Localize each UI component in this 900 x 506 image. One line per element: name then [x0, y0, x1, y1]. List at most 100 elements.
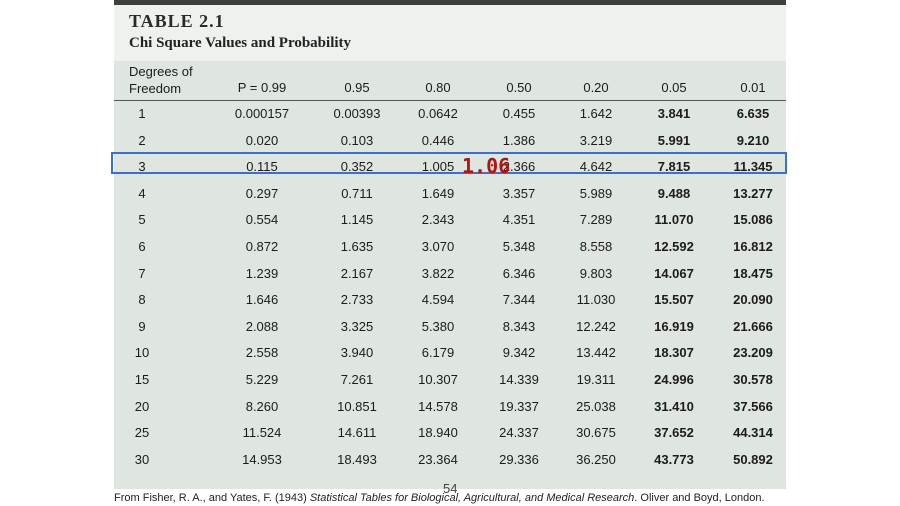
value-cell: 5.380	[421, 318, 455, 334]
value-cell: 6.179	[421, 345, 455, 361]
value-cell: 0.352	[340, 159, 374, 175]
degrees-of-freedom-cell: 7	[138, 265, 146, 281]
top-rule	[114, 0, 786, 5]
value-cell: 24.337	[499, 425, 539, 441]
table-row: 10 2.558 3.940 6.179 9.342 13.442 18.307 23.209	[114, 340, 786, 366]
degrees-of-freedom-cell: 10	[134, 345, 150, 361]
value-cell: 21.666	[733, 318, 773, 334]
header-probability-1: 0.95	[344, 80, 370, 95]
value-cell: 5.991	[657, 132, 691, 148]
value-cell: 9.342	[502, 345, 536, 361]
value-cell: 14.953	[242, 451, 282, 467]
source-citation: From Fisher, R. A., and Yates, F. (1943)…	[114, 492, 765, 504]
header-probability-5: 0.05	[661, 80, 687, 95]
table-row: 8 1.646 2.733 4.594 7.344 11.030 15.507 20.090	[114, 287, 786, 313]
table-row: 4 0.297 0.711 1.649 3.357 5.989 9.488 13.277	[114, 181, 786, 207]
degrees-of-freedom-cell: 2	[138, 132, 146, 148]
value-cell: 16.812	[733, 239, 773, 254]
value-cell: 13.277	[733, 185, 773, 201]
value-cell: 3.219	[579, 132, 613, 148]
value-cell: 4.351	[502, 212, 536, 228]
value-cell: 11.070	[654, 212, 694, 228]
value-cell: 1.646	[245, 292, 279, 308]
degrees-of-freedom-cell: 25	[134, 425, 150, 441]
header-rule	[114, 100, 786, 101]
value-cell: 19.337	[499, 398, 539, 414]
header-probability-0: P = 0.99	[237, 80, 287, 95]
value-cell: 1.649	[421, 185, 455, 201]
value-cell: 31.410	[654, 398, 694, 414]
value-cell: 3.841	[657, 106, 691, 121]
value-cell: 37.566	[733, 398, 773, 414]
value-cell: 8.260	[245, 398, 279, 414]
value-cell: 0.455	[502, 106, 536, 121]
table-row: 5 0.554 1.145 2.343 4.351 7.289 11.070 15.086	[114, 207, 786, 233]
table-title-area: TABLE 2.1 Chi Square Values and Probabil…	[114, 5, 786, 61]
table-row: 25 11.524 14.611 18.940 24.337 30.675 37.652 44…	[114, 420, 786, 446]
value-cell: 1.635	[340, 239, 374, 254]
value-cell: 4.594	[421, 292, 455, 308]
value-cell: 6.346	[502, 265, 536, 281]
value-cell: 8.343	[502, 318, 536, 334]
value-cell: 7.289	[579, 212, 613, 228]
value-cell: 2.343	[421, 212, 455, 228]
value-cell: 2.558	[245, 345, 279, 361]
value-cell: 0.103	[340, 132, 374, 148]
value-cell: 0.020	[245, 132, 279, 148]
value-cell: 15.086	[733, 212, 773, 228]
value-cell: 7.261	[340, 372, 374, 387]
source-prefix: From Fisher, R. A., and Yates, F. (1943)	[114, 492, 310, 504]
degrees-of-freedom-cell: 5	[138, 212, 146, 228]
degrees-of-freedom-cell: 30	[134, 451, 150, 467]
header-probability-2: 0.80	[425, 80, 451, 95]
value-cell: 23.209	[733, 345, 773, 361]
value-cell: 3.357	[502, 185, 536, 201]
value-cell: 0.115	[246, 159, 278, 175]
header-degrees-of-freedom: Degrees of Freedom	[129, 63, 193, 97]
header-dof-line1: Degrees of	[129, 64, 193, 79]
value-cell: 0.0642	[418, 106, 458, 121]
table-caption: Chi Square Values and Probability	[129, 35, 352, 51]
value-cell: 0.872	[245, 239, 279, 254]
header-probability-3: 0.50	[506, 80, 532, 95]
value-cell: 2.366	[502, 159, 536, 175]
annotation-value: 1.06	[462, 154, 511, 178]
header-dof-line2: Freedom	[129, 81, 182, 96]
value-cell: 1.642	[579, 106, 613, 121]
value-cell: 9.210	[736, 132, 770, 148]
degrees-of-freedom-cell: 15	[134, 372, 150, 387]
table-row: 6 0.872 1.635 3.070 5.348 8.558 12.592 16.812	[114, 234, 786, 260]
value-cell: 0.297	[245, 185, 279, 201]
value-cell: 37.652	[654, 425, 694, 441]
value-cell: 3.325	[340, 318, 374, 334]
value-cell: 9.488	[657, 185, 691, 201]
value-cell: 12.592	[654, 239, 694, 254]
value-cell: 3.822	[421, 265, 455, 281]
value-cell: 19.311	[576, 372, 616, 387]
table-row: 9 2.088 3.325 5.380 8.343 12.242 16.919 21.666	[114, 314, 786, 340]
value-cell: 23.364	[418, 451, 458, 467]
value-cell: 25.038	[576, 398, 616, 414]
degrees-of-freedom-cell: 20	[134, 398, 150, 414]
value-cell: 50.892	[733, 451, 773, 467]
value-cell: 0.711	[341, 185, 373, 201]
value-cell: 6.635	[736, 106, 770, 121]
table-row: 1 0.000157 0.00393 0.0642 0.455 1.642 3.841 6.6…	[114, 101, 786, 127]
value-cell: 11.345	[733, 159, 773, 175]
value-cell: 12.242	[576, 318, 616, 334]
value-cell: 3.940	[340, 345, 374, 361]
table-row: 30 14.953 18.493 23.364 29.336 36.250 43.773 50…	[114, 447, 786, 473]
table-number: TABLE 2.1	[129, 11, 225, 31]
value-cell: 24.996	[654, 372, 694, 387]
value-cell: 18.940	[418, 425, 458, 441]
header-probability-4: 0.20	[583, 80, 609, 95]
value-cell: 0.554	[245, 212, 279, 228]
value-cell: 9.803	[579, 265, 613, 281]
degrees-of-freedom-cell: 4	[138, 185, 146, 201]
value-cell: 5.229	[245, 372, 279, 387]
value-cell: 14.611	[337, 425, 377, 441]
value-cell: 36.250	[576, 451, 616, 467]
table-row: 7 1.239 2.167 3.822 6.346 9.803 14.067 18.475	[114, 261, 786, 287]
value-cell: 7.344	[502, 292, 536, 308]
table-row: 15 5.229 7.261 10.307 14.339 19.311 24.996 30.5…	[114, 367, 786, 393]
